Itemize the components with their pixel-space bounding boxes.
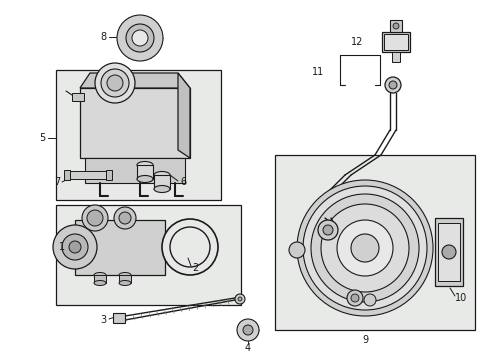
Circle shape xyxy=(114,207,136,229)
Circle shape xyxy=(350,234,378,262)
Bar xyxy=(56,205,241,305)
Circle shape xyxy=(69,241,81,253)
Bar xyxy=(80,88,190,158)
Ellipse shape xyxy=(94,273,106,278)
Circle shape xyxy=(170,227,209,267)
Circle shape xyxy=(62,234,88,260)
Bar xyxy=(154,175,170,189)
Ellipse shape xyxy=(119,273,131,278)
Circle shape xyxy=(101,69,129,97)
Bar xyxy=(113,313,125,323)
Circle shape xyxy=(288,242,305,258)
Circle shape xyxy=(119,212,131,224)
Bar xyxy=(119,275,131,283)
Bar xyxy=(106,170,112,180)
Circle shape xyxy=(384,77,400,93)
Circle shape xyxy=(323,225,332,235)
Text: 9: 9 xyxy=(361,335,367,345)
Circle shape xyxy=(346,290,362,306)
Bar xyxy=(68,171,106,179)
Text: 4: 4 xyxy=(244,343,250,353)
Circle shape xyxy=(237,319,259,341)
Circle shape xyxy=(243,325,252,335)
Bar xyxy=(391,52,399,62)
Text: 8: 8 xyxy=(100,32,106,42)
Circle shape xyxy=(126,24,154,52)
Circle shape xyxy=(53,225,97,269)
Text: 2: 2 xyxy=(191,263,198,273)
Circle shape xyxy=(303,186,426,310)
Circle shape xyxy=(162,219,218,275)
Text: 3: 3 xyxy=(100,315,106,325)
Circle shape xyxy=(95,63,135,103)
Circle shape xyxy=(310,194,418,302)
Text: 7: 7 xyxy=(54,177,60,187)
Ellipse shape xyxy=(94,280,106,285)
Circle shape xyxy=(392,23,398,29)
Bar xyxy=(94,275,106,283)
Bar xyxy=(137,165,153,179)
Ellipse shape xyxy=(137,162,153,168)
Bar xyxy=(75,220,164,275)
Circle shape xyxy=(132,30,148,46)
Circle shape xyxy=(336,220,392,276)
Bar xyxy=(389,20,401,32)
Bar xyxy=(64,170,70,180)
Circle shape xyxy=(363,294,375,306)
Bar xyxy=(274,155,474,330)
Bar xyxy=(437,223,459,281)
Text: 5: 5 xyxy=(39,133,45,143)
Bar xyxy=(383,34,407,50)
Bar xyxy=(434,218,462,286)
Bar xyxy=(85,158,184,183)
Bar xyxy=(381,32,409,52)
Circle shape xyxy=(87,210,103,226)
Text: 10: 10 xyxy=(454,293,466,303)
Circle shape xyxy=(238,297,242,301)
Polygon shape xyxy=(178,73,190,158)
Circle shape xyxy=(82,205,108,231)
Circle shape xyxy=(320,204,408,292)
Bar xyxy=(72,93,84,101)
Circle shape xyxy=(350,294,358,302)
Polygon shape xyxy=(80,73,190,88)
Text: 11: 11 xyxy=(311,67,324,77)
Text: 12: 12 xyxy=(350,37,363,47)
Circle shape xyxy=(107,75,123,91)
Circle shape xyxy=(117,15,163,61)
Circle shape xyxy=(296,180,432,316)
Ellipse shape xyxy=(154,171,170,179)
Circle shape xyxy=(317,220,337,240)
Ellipse shape xyxy=(119,280,131,285)
Circle shape xyxy=(441,245,455,259)
Circle shape xyxy=(235,294,244,304)
Text: 1: 1 xyxy=(59,242,65,252)
Ellipse shape xyxy=(154,185,170,193)
Bar xyxy=(56,70,221,200)
Ellipse shape xyxy=(137,176,153,183)
Circle shape xyxy=(388,81,396,89)
Text: 6: 6 xyxy=(180,177,185,187)
